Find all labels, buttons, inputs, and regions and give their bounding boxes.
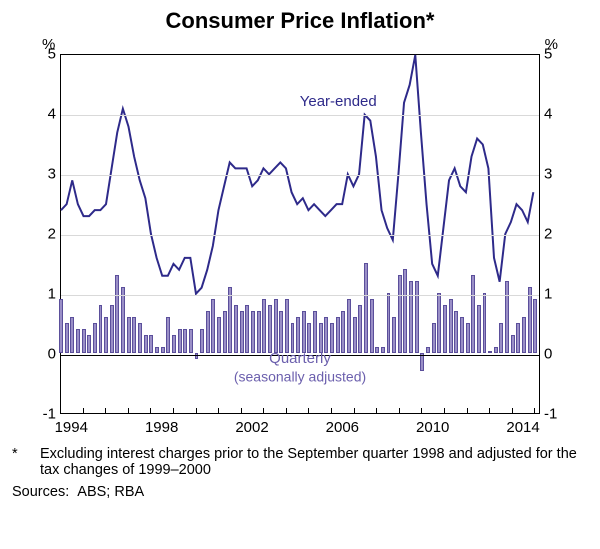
xtick-mark [196,408,197,414]
ytick-right: 4 [544,106,570,123]
xtick-mark [467,408,468,414]
ytick-left: 2 [30,226,56,243]
xtick-mark [399,408,400,414]
xtick-label: 1998 [145,419,178,436]
xtick-label: 2014 [506,419,539,436]
xtick-mark [512,408,513,414]
xtick-mark [128,408,129,414]
xtick-mark [308,408,309,414]
xtick-mark [286,408,287,414]
ytick-right: 1 [544,286,570,303]
sources-text: ABS; RBA [77,484,144,500]
xtick-mark [263,408,264,414]
ytick-right: 3 [544,166,570,183]
annotation: Year-ended [300,93,377,110]
xtick-mark [534,408,535,414]
xtick-mark [105,408,106,414]
xtick-label: 1994 [55,419,88,436]
ytick-right: 2 [544,226,570,243]
gridline [61,175,539,176]
footnote: * Excluding interest charges prior to th… [0,438,600,478]
gridline [61,295,539,296]
xtick-mark [444,408,445,414]
annotation: (seasonally adjusted) [234,369,366,384]
ytick-left: -1 [30,406,56,423]
sources: Sources: ABS; RBA [0,478,600,510]
xtick-label: 2002 [235,419,268,436]
ytick-left: 3 [30,166,56,183]
ytick-left: 4 [30,106,56,123]
xtick-mark [60,408,61,414]
xtick-mark [241,408,242,414]
ytick-left: 1 [30,286,56,303]
xtick-mark [83,408,84,414]
gridline [61,235,539,236]
xtick-mark [150,408,151,414]
footnote-text: Excluding interest charges prior to the … [40,446,588,478]
plot-wrap: % % Year-endedQuarterly(seasonally adjus… [12,38,588,438]
xtick-label: 2006 [326,419,359,436]
ytick-right: 0 [544,346,570,363]
xtick-mark [489,408,490,414]
xtick-mark [354,408,355,414]
xtick-mark [218,408,219,414]
plot-area: Year-ended Quarterly(seasonally adjusted) [60,54,540,414]
footnote-marker: * [12,446,40,478]
xtick-mark [173,408,174,414]
chart-title: Consumer Price Inflation* [12,8,588,34]
sources-label: Sources: [12,484,69,500]
xtick-label: 2010 [416,419,449,436]
xtick-mark [331,408,332,414]
ytick-right: -1 [544,406,570,423]
xtick-mark [376,408,377,414]
ytick-left: 5 [30,46,56,63]
gridline [61,115,539,116]
chart-container: Consumer Price Inflation* % % Year-ended… [0,0,600,438]
ytick-left: 0 [30,346,56,363]
xtick-mark [421,408,422,414]
ytick-right: 5 [544,46,570,63]
annotation: Quarterly [269,351,331,368]
